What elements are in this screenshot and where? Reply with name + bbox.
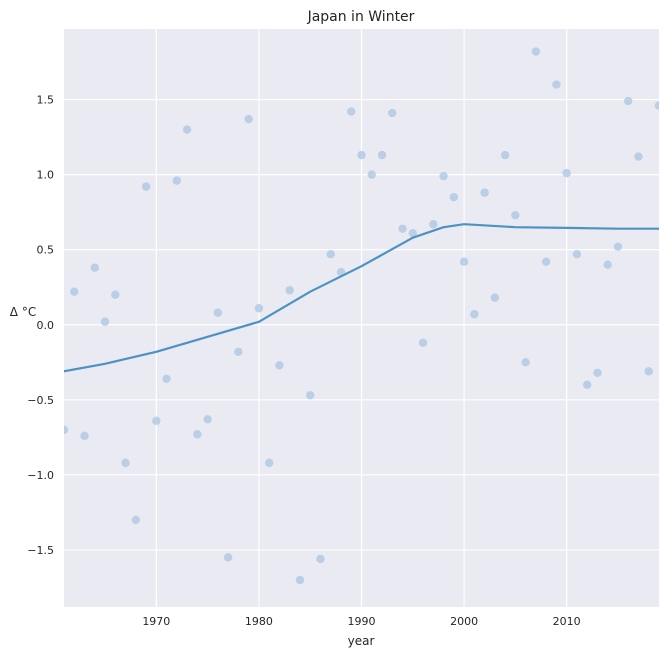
trend-line bbox=[64, 223, 659, 373]
x-tick-label: 1990 bbox=[348, 615, 376, 628]
y-tick-label: 1.0 bbox=[37, 169, 55, 182]
scatter-point bbox=[152, 416, 161, 426]
scatter-point bbox=[234, 347, 243, 356]
scatter-point bbox=[223, 553, 233, 562]
scatter-point bbox=[521, 358, 530, 367]
y-tick-label: −0.5 bbox=[27, 394, 54, 407]
scatter-points bbox=[64, 47, 659, 585]
scatter-point bbox=[449, 192, 459, 202]
scatter-point bbox=[306, 391, 315, 400]
scatter-point bbox=[111, 290, 120, 299]
scatter-point bbox=[264, 458, 274, 468]
scatter-point bbox=[490, 293, 500, 302]
scatter-point bbox=[470, 310, 479, 319]
scatter-point bbox=[541, 257, 551, 266]
scatter-point bbox=[70, 287, 79, 296]
scatter-point bbox=[644, 367, 653, 376]
scatter-point bbox=[275, 361, 284, 370]
scatter-point bbox=[398, 224, 407, 233]
x-axis-label: year bbox=[348, 634, 375, 648]
scatter-point bbox=[552, 80, 561, 89]
y-tick-labels: −1.5 −1.0 −0.5 0.0 0.5 1.0 1.5 bbox=[27, 94, 54, 557]
x-tick-label: 2000 bbox=[450, 615, 478, 628]
scatter-point bbox=[131, 515, 141, 525]
scatter-point bbox=[316, 554, 325, 564]
scatter-point bbox=[367, 170, 376, 179]
scatter-point bbox=[654, 101, 659, 110]
scatter-point bbox=[64, 425, 69, 435]
scatter-point bbox=[213, 308, 223, 317]
x-tick-label: 1970 bbox=[142, 615, 170, 628]
scatter-point bbox=[244, 114, 253, 124]
grid-lines bbox=[64, 29, 659, 607]
x-tick-label: 1980 bbox=[245, 615, 273, 628]
scatter-point bbox=[377, 150, 387, 160]
y-tick-label: −1.5 bbox=[27, 544, 54, 557]
scatter-point bbox=[511, 210, 520, 220]
scatter-point bbox=[593, 368, 602, 377]
scatter-point bbox=[439, 171, 448, 181]
y-tick-label: 1.5 bbox=[37, 94, 55, 107]
scatter-point bbox=[613, 242, 623, 251]
scatter-point bbox=[459, 257, 469, 266]
scatter-point bbox=[624, 96, 633, 106]
x-tick-labels: 1970 1980 1990 2000 2010 bbox=[142, 615, 580, 628]
scatter-point bbox=[141, 182, 151, 191]
scatter-point bbox=[347, 107, 356, 116]
scatter-point bbox=[603, 260, 612, 269]
scatter-point bbox=[182, 125, 192, 134]
chart-title: Japan in Winter bbox=[307, 9, 415, 25]
scatter-point bbox=[90, 263, 99, 272]
scatter-point bbox=[408, 228, 417, 238]
scatter-point bbox=[295, 575, 305, 585]
scatter-point bbox=[172, 176, 182, 185]
x-tick-label: 2010 bbox=[553, 615, 581, 628]
y-tick-label: 0.5 bbox=[37, 244, 55, 257]
scatter-point bbox=[285, 286, 294, 295]
scatter-point bbox=[203, 415, 212, 424]
scatter-point bbox=[500, 150, 510, 160]
scatter-point bbox=[326, 249, 335, 259]
scatter-point bbox=[388, 108, 397, 118]
scatter-point bbox=[357, 150, 366, 160]
scatter-point bbox=[429, 219, 438, 229]
scatter-point bbox=[80, 431, 89, 441]
scatter-point bbox=[531, 47, 541, 56]
scatter-point bbox=[562, 168, 571, 178]
y-tick-label: 0.0 bbox=[37, 319, 55, 332]
y-tick-label: −1.0 bbox=[27, 469, 54, 482]
scatter-point bbox=[572, 249, 582, 259]
scatter-point bbox=[193, 430, 202, 439]
scatter-point bbox=[634, 152, 643, 161]
scatter-point bbox=[121, 458, 130, 468]
scatter-point bbox=[254, 304, 264, 313]
scatter-point bbox=[582, 380, 592, 390]
y-axis-label: Δ °C bbox=[10, 305, 36, 319]
scatter-point bbox=[162, 374, 171, 384]
scatter-point bbox=[418, 338, 428, 347]
scatter-point bbox=[100, 317, 110, 326]
scatter-point bbox=[480, 188, 489, 197]
